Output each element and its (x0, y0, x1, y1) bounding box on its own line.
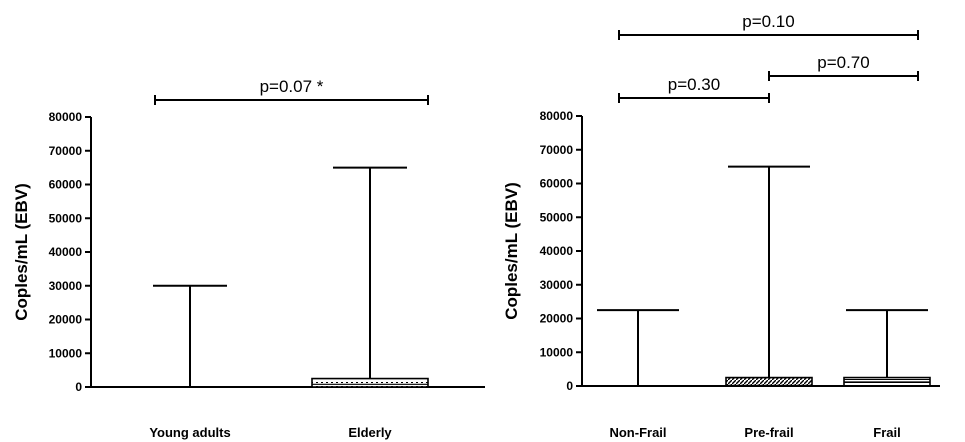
y-tick-label: 60000 (540, 177, 574, 191)
category-label: Pre-frail (744, 425, 793, 440)
chart-left: 0 10000 20000 30000 40000 50000 60000 70000 8000… (12, 77, 485, 440)
significance-bracket: p=0.70 (768, 53, 919, 81)
y-tick-label: 50000 (49, 211, 83, 225)
box-young-adults: Young adults (149, 284, 231, 440)
y-tick-label: 70000 (49, 144, 83, 158)
box-pre-frail: Pre-frail (725, 165, 813, 440)
y-tick-label: 70000 (540, 143, 574, 157)
box-body (725, 376, 813, 387)
p-value-label: p=0.70 (817, 53, 869, 72)
y-tick-label: 40000 (540, 244, 574, 258)
y-axis-label: Coples/mL (EBV) (12, 183, 31, 321)
box-body (311, 377, 429, 388)
y-tick-label: 10000 (49, 346, 83, 360)
box-non-frail: Non-Frail (597, 309, 679, 440)
y-axis-label: Coples/mL (EBV) (502, 182, 521, 320)
significance-bracket: p=0.07 * (154, 77, 429, 105)
y-tick-label: 80000 (49, 110, 83, 124)
category-label: Frail (873, 425, 900, 440)
chart-right: 0 10000 20000 30000 40000 50000 60000 70000 8000… (502, 12, 940, 440)
category-label: Young adults (149, 425, 230, 440)
category-label: Non-Frail (609, 425, 666, 440)
y-tick-label: 0 (75, 380, 82, 394)
y-tick-label: 30000 (540, 278, 574, 292)
significance-bracket: p=0.30 (618, 75, 770, 103)
p-value-label: p=0.07 * (260, 77, 324, 96)
y-tick-label: 80000 (540, 109, 574, 123)
y-tick-label: 0 (566, 379, 573, 393)
y-tick-label: 20000 (49, 313, 83, 327)
box-frail: Frail (843, 309, 931, 440)
y-tick-label: 60000 (49, 178, 83, 192)
box-elderly: Elderly (311, 166, 429, 440)
category-label: Elderly (348, 425, 392, 440)
y-tick-label: 10000 (540, 345, 574, 359)
y-tick-label: 20000 (540, 312, 574, 326)
p-value-label: p=0.10 (742, 12, 794, 31)
y-tick-label: 40000 (49, 245, 83, 259)
y-tick-label: 30000 (49, 279, 83, 293)
y-tick-label: 50000 (540, 210, 574, 224)
p-value-label: p=0.30 (668, 75, 720, 94)
significance-bracket: p=0.10 (618, 12, 919, 40)
